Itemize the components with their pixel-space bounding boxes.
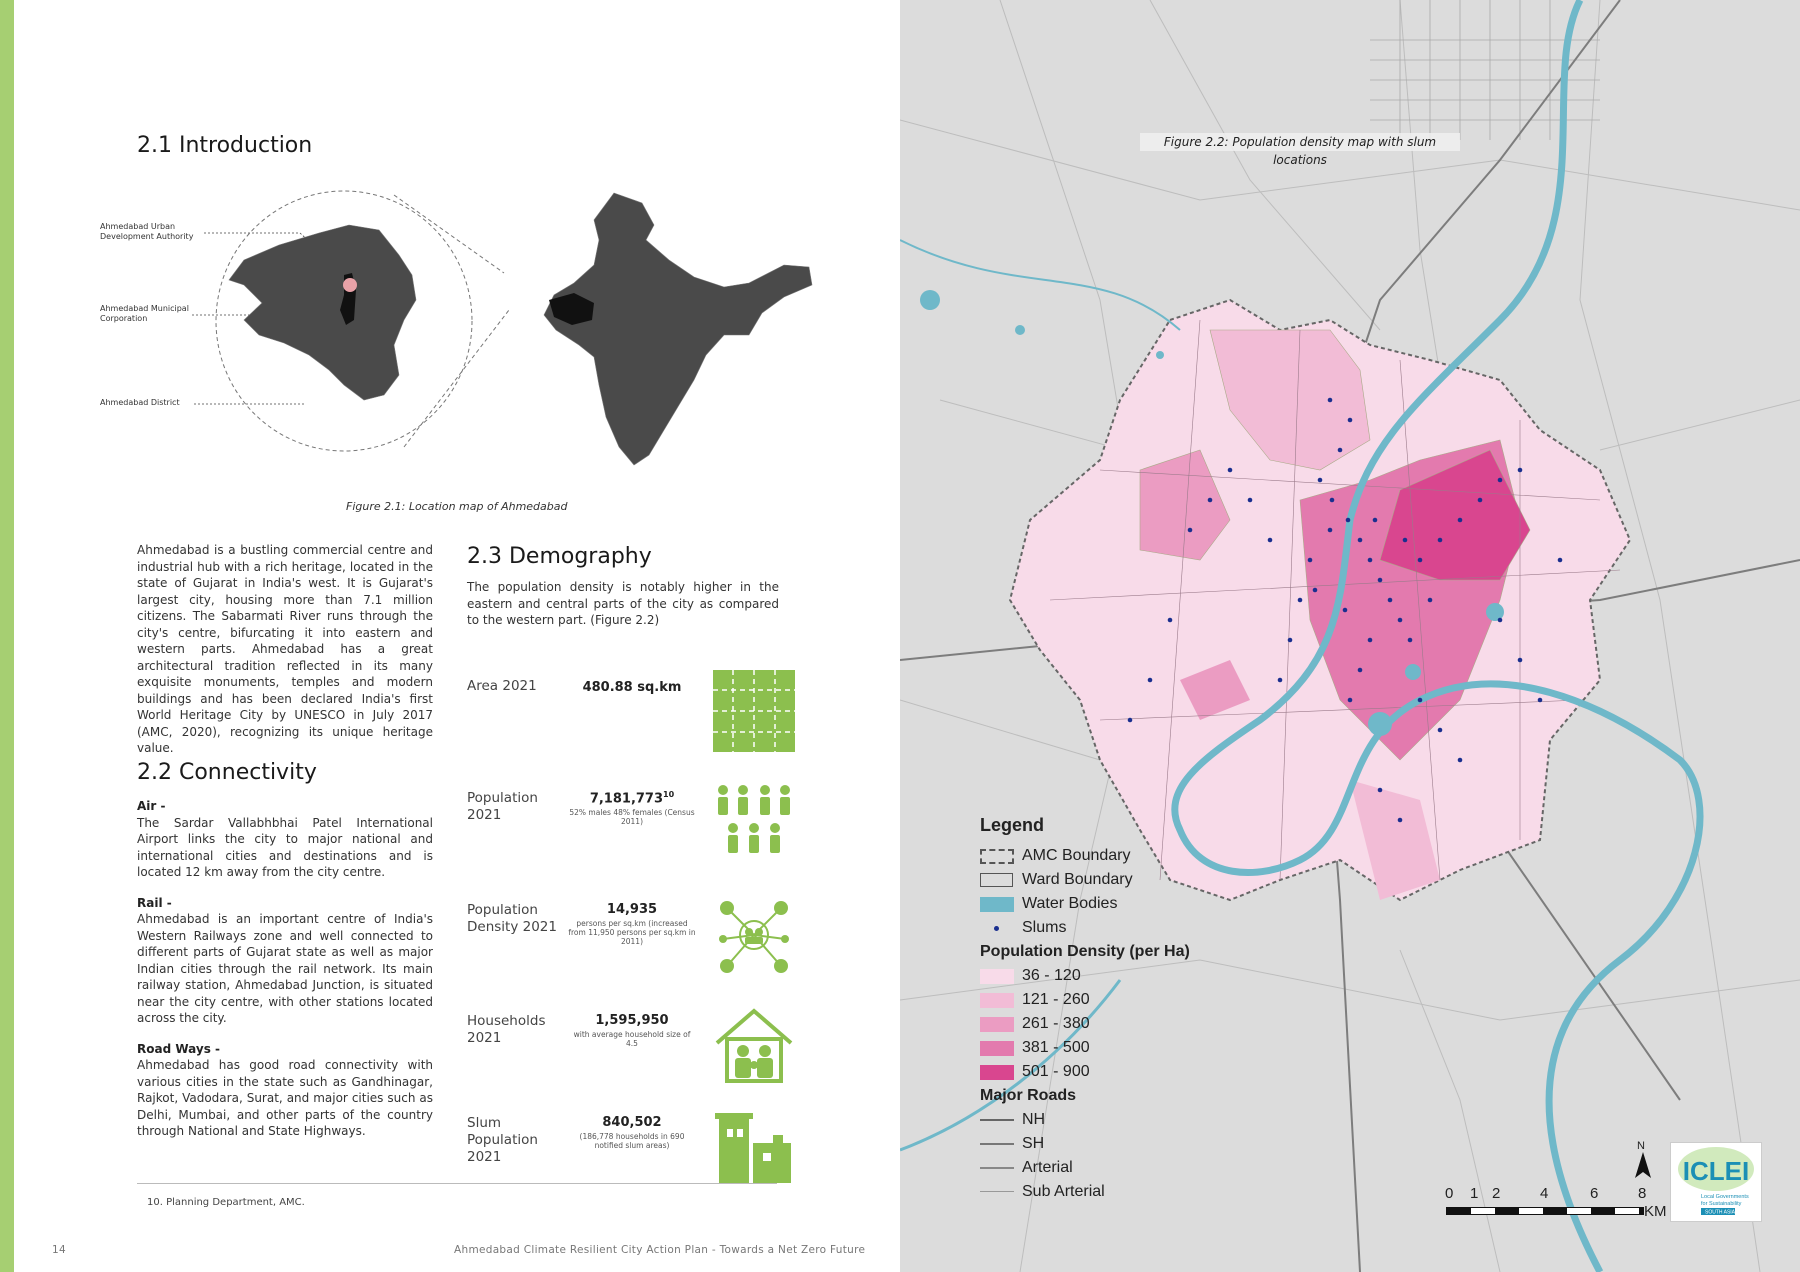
legend-roads-title: Major Roads	[980, 1087, 1077, 1104]
green-edge-bar	[0, 0, 14, 1272]
introduction-paragraph: Ahmedabad is a bustling commercial centr…	[137, 543, 433, 755]
density-network-icon	[719, 901, 789, 973]
map-legend: Legend AMC Boundary Ward Boundary Water …	[980, 815, 1240, 1204]
stat-density: Population Density 2021 14,935 persons pe…	[467, 901, 797, 992]
india-map-shape	[543, 192, 813, 466]
iclei-logo: ICLEI Local Governments for Sustainabili…	[1670, 1142, 1762, 1222]
legend-ward-boundary: Ward Boundary	[980, 868, 1240, 892]
connectivity-roads: Road Ways - Ahmedabad has good road conne…	[137, 1041, 433, 1139]
legend-road-nh: NH	[980, 1108, 1240, 1132]
legend-amc-boundary: AMC Boundary	[980, 844, 1240, 868]
legend-road-sh: SH	[980, 1132, 1240, 1156]
population-people-icon	[718, 785, 790, 853]
right-page-map: Figure 2.2: Population density map with …	[900, 0, 1800, 1272]
area-grid-icon	[713, 670, 795, 752]
map-label-district: Ahmedabad District	[100, 398, 180, 407]
svg-text:SOUTH ASIA: SOUTH ASIA	[1705, 1210, 1736, 1216]
stat-population: Population 2021 7,181,77310 52% males 48%…	[467, 785, 797, 880]
connectivity-section: Air - The Sardar Vallabhbhai Patel Intern…	[137, 798, 433, 1154]
legend-slums: Slums	[980, 916, 1240, 940]
legend-density-1: 36 - 120	[980, 964, 1240, 988]
footer-title: Ahmedabad Climate Resilient City Action …	[454, 1244, 866, 1256]
legend-water-bodies: Water Bodies	[980, 892, 1240, 916]
legend-density-4: 381 - 500	[980, 1036, 1240, 1060]
iclei-wordmark: ICLEI	[1683, 1156, 1749, 1186]
city-grid	[1370, 0, 1600, 140]
demography-intro: The population density is notably higher…	[467, 580, 779, 627]
legend-road-arterial: Arterial	[980, 1156, 1240, 1180]
legend-density-5: 501 - 900	[980, 1060, 1240, 1084]
household-house-icon	[715, 1008, 793, 1083]
footnote-divider	[137, 1183, 777, 1184]
slum-points	[1127, 397, 1563, 823]
map-label-amc: Ahmedabad Municipal Corporation	[100, 304, 189, 323]
svg-text:for Sustainability: for Sustainability	[1701, 1201, 1742, 1207]
svg-text:Local Governments: Local Governments	[1701, 1194, 1749, 1200]
legend-density-3: 261 - 380	[980, 1012, 1240, 1036]
stat-households: Households 2021 1,595,950 with average ho…	[467, 1008, 797, 1103]
figure-2-1-caption: Figure 2.1: Location map of Ahmedabad	[346, 500, 568, 513]
stat-area: Area 2021 480.88 sq.km	[467, 670, 797, 768]
sabarmati-river	[1171, 0, 1704, 1272]
connectivity-air: Air - The Sardar Vallabhbhai Patel Intern…	[137, 799, 433, 879]
slum-building-icon	[715, 1113, 791, 1183]
location-maps-svg	[192, 190, 813, 466]
footnote: 10. Planning Department, AMC.	[147, 1197, 305, 1208]
gujarat-map-shape	[228, 224, 417, 401]
legend-road-sub-arterial: Sub Arterial	[980, 1180, 1240, 1204]
legend-title: Legend	[980, 815, 1045, 835]
stat-slum-population: Slum Population 2021 840,502 (186,778 hou…	[467, 1113, 797, 1205]
north-arrow: N	[1633, 1140, 1653, 1180]
figure-2-2-caption: Figure 2.2: Population density map with …	[1140, 133, 1460, 167]
density-map-svg	[900, 0, 1800, 1272]
connectivity-rail: Rail - Ahmedabad is an important centre o…	[137, 895, 433, 1026]
scale-bar: 0 1 2 4 6 8 KM	[1445, 1185, 1667, 1220]
introduction-heading: 2.1 Introduction	[137, 133, 313, 158]
location-map-figure: Ahmedabad Urban Development Authority Ah…	[94, 185, 814, 485]
connectivity-heading: 2.2 Connectivity	[137, 760, 317, 785]
legend-density-2: 121 - 260	[980, 988, 1240, 1012]
legend-density-title: Population Density (per Ha)	[980, 943, 1190, 960]
map-label-auda: Ahmedabad Urban Development Authority	[100, 222, 194, 241]
demography-heading: 2.3 Demography	[467, 544, 652, 569]
left-page: 2.1 Introduction Ahmedabad Urban Develop…	[14, 0, 900, 1272]
page-number: 14	[52, 1244, 66, 1256]
